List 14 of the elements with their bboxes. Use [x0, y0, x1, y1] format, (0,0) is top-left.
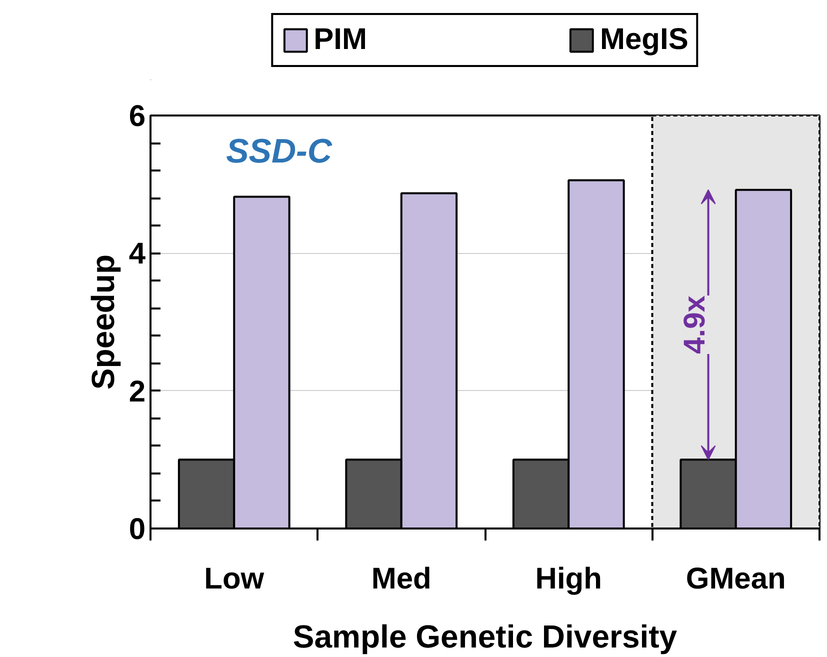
y-tick-label: 6 [128, 100, 146, 133]
annotation: 4.9x [678, 295, 712, 354]
x-tick-label: High [535, 562, 602, 596]
legend-label: PIM [314, 23, 367, 57]
y-tick-label: 2 [128, 375, 146, 408]
y-tick-label: 4 [128, 238, 146, 271]
y-tick-label: 0 [128, 513, 146, 546]
annotation: SSD-C [226, 132, 332, 170]
x-tick-label: Med [371, 562, 432, 596]
legend-label: MegIS [600, 23, 688, 57]
x-tick-label: Low [204, 562, 265, 596]
x-axis-title: Sample Genetic Diversity [292, 618, 678, 654]
x-tick-label: GMean [686, 562, 786, 596]
y-axis-title: Speedup [84, 254, 121, 390]
